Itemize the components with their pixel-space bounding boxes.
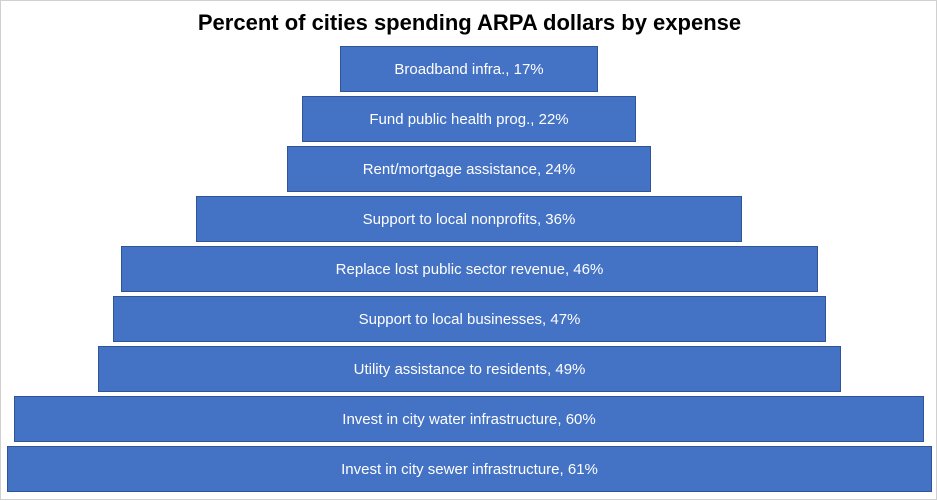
funnel-bar: Support to local nonprofits, 36% [196,196,742,242]
funnel-bar: Invest in city sewer infrastructure, 61% [7,446,932,492]
bar-data-label: Fund public health prog., 22% [369,110,569,128]
bar-data-label: Rent/mortgage assistance, 24% [362,160,576,178]
funnel-bar: Support to local businesses, 47% [113,296,826,342]
funnel-bar: Fund public health prog., 22% [302,96,636,142]
funnel-bar: Rent/mortgage assistance, 24% [287,146,651,192]
funnel-bar: Broadband infra., 17% [340,46,598,92]
bar-data-label: Support to local businesses, 47% [358,310,581,328]
chart-title: Percent of cities spending ARPA dollars … [197,10,742,35]
funnel-bar: Invest in city water infrastructure, 60% [14,396,924,442]
bar-data-label: Invest in city sewer infrastructure, 61% [341,460,598,478]
funnel-bar: Replace lost public sector revenue, 46% [121,246,818,292]
bar-data-label: Broadband infra., 17% [394,60,544,78]
funnel-bar: Utility assistance to residents, 49% [98,346,841,392]
bar-data-label: Utility assistance to residents, 49% [353,360,586,378]
bar-data-label: Invest in city water infrastructure, 60% [342,410,596,428]
bar-data-label: Support to local nonprofits, 36% [362,210,576,228]
bar-data-label: Replace lost public sector revenue, 46% [335,260,604,278]
